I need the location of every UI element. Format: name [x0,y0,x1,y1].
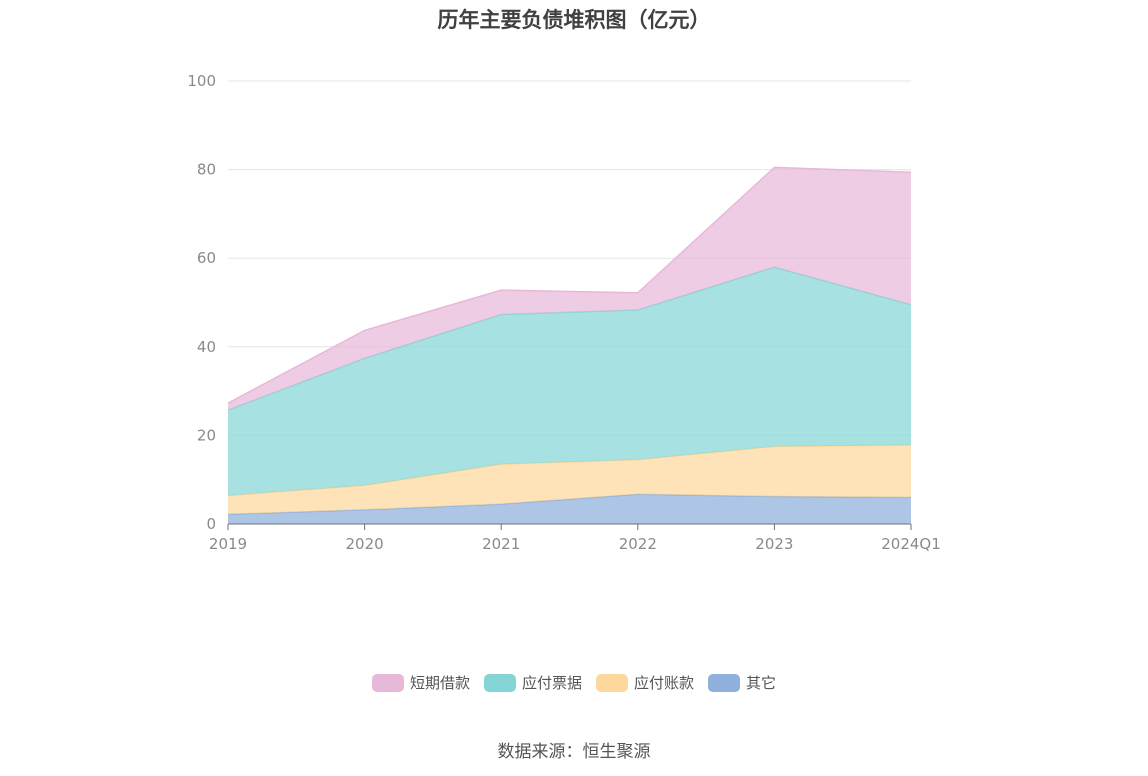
area-应付账款 [228,445,911,515]
legend-item[interactable]: 应付账款 [596,672,694,693]
y-tick-labels: 0 20 40 60 80 100 [187,72,216,533]
legend-label: 应付账款 [634,674,695,692]
legend-swatch [371,673,404,692]
legend-label: 应付票据 [521,674,582,692]
x-tick-label: 2022 [619,535,657,553]
legend-item[interactable]: 短期借款 [371,672,470,693]
legend-label: 短期借款 [409,674,470,692]
area-line-短期借款 [227,166,912,404]
area-其它 [228,494,911,524]
y-tick-label: 20 [197,426,216,444]
legend-label: 其它 [746,674,777,692]
source-note: 数据来源：恒生聚源 [497,742,651,762]
axes [227,523,912,530]
x-tick-label: 2021 [482,535,520,553]
y-tick-label: 40 [197,338,216,356]
x-tick-labels: 2019 2020 2021 2022 2023 2024Q1 [209,535,941,553]
chart-title: 历年主要负债堆积图（亿元） [437,8,711,32]
legend-swatch [483,673,516,692]
x-tick-label: 2023 [755,535,793,553]
y-tick-label: 0 [206,515,216,533]
area-series [227,166,912,524]
legend-item[interactable]: 其它 [708,672,776,693]
legend-swatch [708,673,741,692]
area-短期借款 [228,167,911,411]
legend-swatch [596,673,628,692]
x-tick-label: 2019 [209,535,247,553]
y-tick-label: 100 [187,72,216,90]
y-tick-label: 80 [197,161,216,179]
legend: 短期借款 应付票据 应付账款 其它 [0,672,1148,693]
legend-item[interactable]: 应付票据 [483,672,582,693]
y-tick-label: 60 [197,249,216,267]
area-应付票据 [228,267,911,496]
x-tick-label: 2024Q1 [881,535,941,553]
x-tick-label: 2020 [346,535,384,553]
